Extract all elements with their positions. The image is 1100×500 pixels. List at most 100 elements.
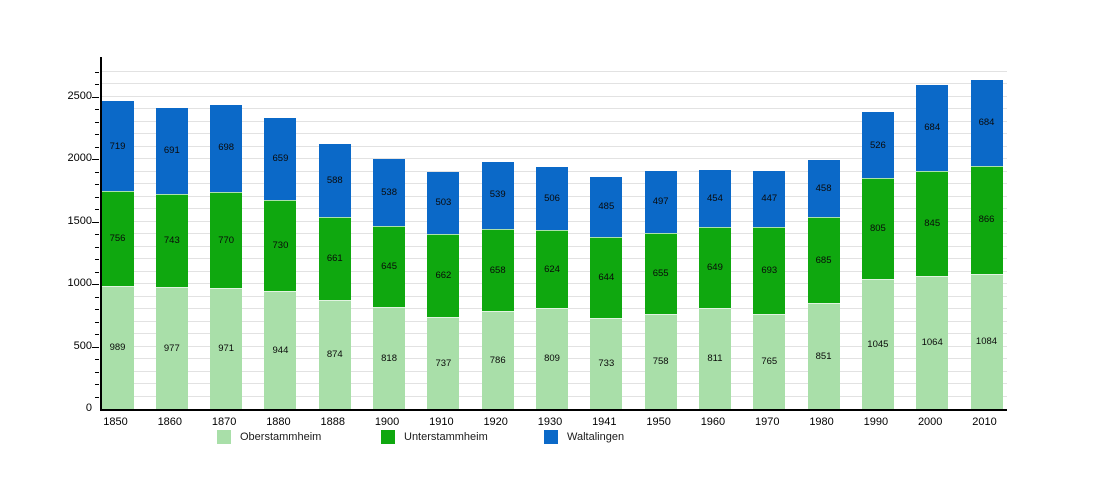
legend-label-waltalingen: Waltalingen <box>567 431 625 443</box>
segment-waltalingen-1941: 485 <box>590 176 623 238</box>
x-axis-label-2000: 2000 <box>917 416 943 428</box>
segment-unterstammheim-1910: 662 <box>427 234 460 318</box>
segment-value-label: 874 <box>326 349 343 361</box>
segment-value-label: 691 <box>163 145 180 157</box>
x-axis-label-1950: 1950 <box>646 416 671 428</box>
x-axis-label-1980: 1980 <box>809 416 834 428</box>
segment-value-label: 655 <box>652 268 669 280</box>
bar-1888: 874 661 588 <box>318 144 351 409</box>
y-axis-tick <box>95 209 99 210</box>
segment-value-label: 719 <box>109 140 126 152</box>
segment-value-label: 786 <box>489 354 506 366</box>
segment-value-label: 454 <box>707 192 723 204</box>
oberstammheim-swatch <box>217 430 231 444</box>
segment-value-label: 698 <box>218 142 235 154</box>
segment-value-label: 661 <box>326 253 343 265</box>
segment-unterstammheim-1950: 655 <box>644 232 677 315</box>
segment-unterstammheim-1960: 649 <box>698 226 731 308</box>
y-axis-tick <box>95 309 99 310</box>
segment-value-label: 1084 <box>975 336 998 348</box>
segment-value-label: 1064 <box>921 337 943 349</box>
segment-unterstammheim-1850: 756 <box>101 191 134 286</box>
y-axis-tick <box>95 322 99 323</box>
y-axis-tick <box>92 347 99 348</box>
y-axis-tick <box>95 259 99 260</box>
bar-1870: 971 770 698 <box>210 104 243 409</box>
segment-value-label: 684 <box>978 117 995 129</box>
x-axis-label-1960: 1960 <box>700 416 726 428</box>
segment-value-label: 818 <box>381 352 397 364</box>
segment-value-label: 765 <box>761 356 778 367</box>
segment-value-label: 851 <box>815 350 832 362</box>
segment-unterstammheim-1990: 805 <box>861 178 894 279</box>
segment-value-label: 756 <box>109 233 126 245</box>
segment-oberstammheim-2010: 1084 <box>970 273 1003 409</box>
segment-waltalingen-1930: 506 <box>536 166 568 231</box>
segment-unterstammheim-1941: 644 <box>590 237 623 318</box>
y-axis-tick <box>95 234 99 235</box>
x-axis-label-1900: 1900 <box>374 416 400 428</box>
x-axis-label-1930: 1930 <box>537 416 563 428</box>
segment-waltalingen-1880: 659 <box>264 117 297 201</box>
segment-oberstammheim-1990: 1045 <box>861 278 894 409</box>
segment-waltalingen-1970: 447 <box>753 171 786 228</box>
segment-waltalingen-1920: 539 <box>481 161 514 229</box>
segment-oberstammheim-1870: 971 <box>210 287 243 409</box>
y-axis-tick <box>95 184 99 185</box>
y-axis-label: 2000 <box>67 152 92 165</box>
segment-value-label: 977 <box>163 342 180 354</box>
segment-value-label: 624 <box>544 263 560 275</box>
segment-waltalingen-1990: 526 <box>861 112 894 179</box>
y-axis-tick <box>95 109 99 110</box>
segment-value-label: 866 <box>978 214 995 226</box>
y-axis-tick <box>95 334 99 335</box>
segment-value-label: 685 <box>815 254 832 266</box>
segment-unterstammheim-1900: 645 <box>373 226 406 307</box>
segment-waltalingen-1850: 719 <box>101 101 134 192</box>
segment-value-label: 644 <box>598 272 615 284</box>
segment-oberstammheim-1900: 818 <box>373 306 406 409</box>
segment-value-label: 733 <box>598 358 615 369</box>
y-axis-tick <box>95 147 99 148</box>
segment-value-label: 684 <box>924 122 941 134</box>
segment-value-label: 770 <box>218 234 235 246</box>
segment-value-label: 971 <box>218 343 235 355</box>
x-axis-label-1941: 1941 <box>592 416 617 428</box>
y-axis-label: 500 <box>73 339 92 352</box>
y-axis-tick <box>95 359 99 360</box>
legend-label-unterstammheim: Unterstammheim <box>404 431 488 443</box>
gridline <box>102 108 1007 109</box>
bar-1880: 944 730 659 <box>264 117 297 409</box>
segment-value-label: 989 <box>109 342 126 354</box>
x-axis-label-1880: 1880 <box>266 416 291 428</box>
y-axis-label: 1000 <box>67 277 92 290</box>
segment-unterstammheim-1880: 730 <box>264 200 297 292</box>
segment-oberstammheim-1960: 811 <box>698 307 731 409</box>
gridline <box>102 158 1007 159</box>
segment-value-label: 693 <box>761 265 778 277</box>
segment-waltalingen-1900: 538 <box>373 159 406 227</box>
segment-waltalingen-1980: 458 <box>807 160 840 218</box>
segment-unterstammheim-1920: 658 <box>481 228 514 311</box>
waltalingen-swatch <box>544 430 558 444</box>
bar-1990: 1045 805 526 <box>861 112 894 409</box>
bar-2010: 1084 866 684 <box>970 80 1003 409</box>
x-axis-label-1850: 1850 <box>103 416 128 428</box>
y-axis-label: 0 <box>85 402 92 414</box>
x-axis-label-1870: 1870 <box>211 416 237 428</box>
gridline <box>102 83 1007 84</box>
bar-2000: 1064 845 684 <box>916 85 949 409</box>
legend-item-waltalingen: Waltalingen <box>544 429 624 445</box>
segment-value-label: 730 <box>272 240 289 252</box>
y-axis-tick <box>95 172 99 173</box>
segment-waltalingen-1910: 503 <box>427 171 460 235</box>
segment-value-label: 588 <box>326 174 343 186</box>
segment-value-label: 649 <box>707 262 723 274</box>
segment-value-label: 526 <box>869 139 886 151</box>
segment-waltalingen-1870: 698 <box>210 104 243 192</box>
bar-1950: 758 655 497 <box>644 170 677 409</box>
x-axis-label-1990: 1990 <box>863 416 889 428</box>
y-axis-tick <box>92 284 99 285</box>
segment-value-label: 538 <box>381 187 397 199</box>
x-axis-label-1920: 1920 <box>483 416 508 428</box>
